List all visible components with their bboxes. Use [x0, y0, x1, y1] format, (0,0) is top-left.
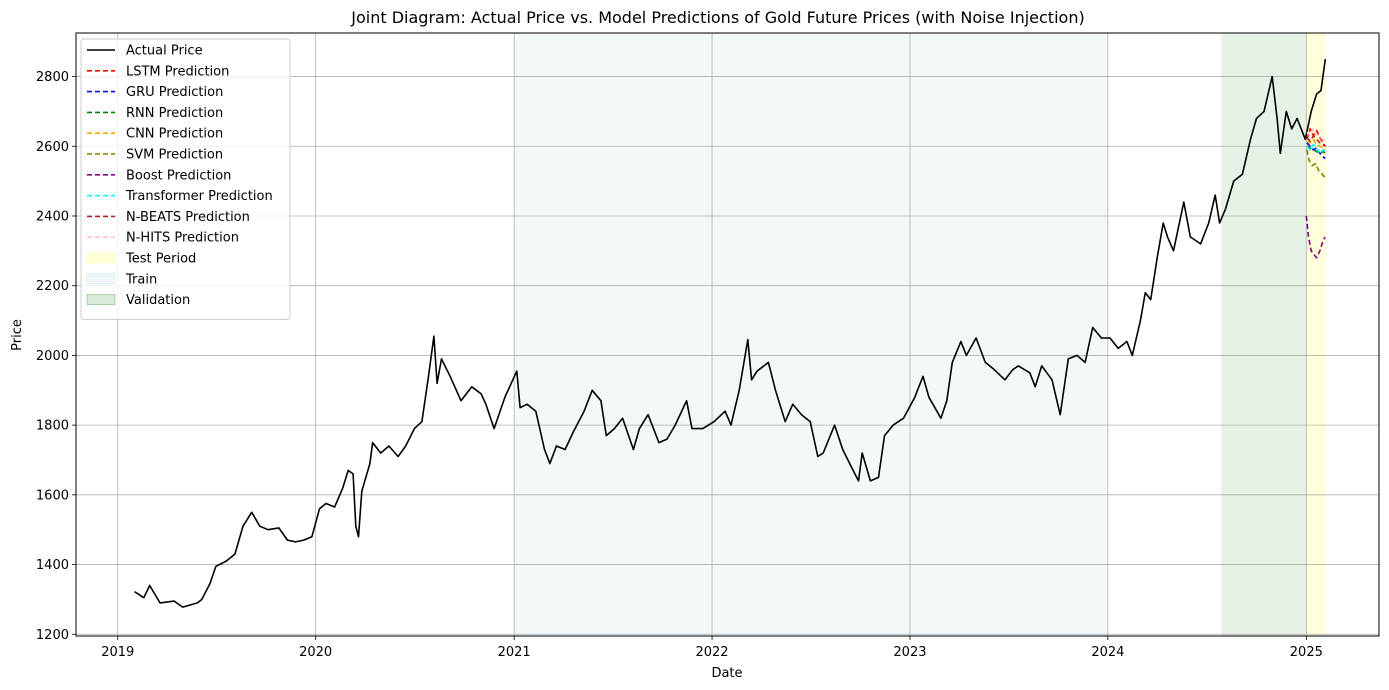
legend-label: GRU Prediction	[126, 85, 223, 100]
legend-item-lstm-prediction: LSTM Prediction	[87, 64, 229, 79]
x-tick-label: 2023	[893, 645, 926, 660]
legend-item-actual-price: Actual Price	[87, 44, 203, 59]
legend-item-boost-prediction: Boost Prediction	[87, 168, 231, 183]
y-axis-ticks: 1200 1400 1600 1800 2000 2200 2400 2600 2800	[36, 70, 76, 643]
legend: Actual Price LSTM Prediction GRU Predictio…	[80, 38, 291, 320]
x-tick-label: 2021	[498, 645, 531, 660]
legend-label: Test Period	[125, 252, 196, 267]
legend-label: Train	[125, 272, 157, 287]
y-tick-label: 1600	[36, 488, 69, 503]
region-train	[514, 33, 1108, 636]
legend-item-test-period: Test Period	[86, 252, 196, 267]
chart-title: Joint Diagram: Actual Price vs. Model Pr…	[350, 8, 1084, 27]
series-n-hits-prediction	[1306, 128, 1326, 142]
legend-swatch	[86, 252, 116, 264]
region-test-period	[1306, 33, 1326, 636]
legend-item-train: Train	[86, 272, 157, 287]
series-layer	[134, 58, 1327, 608]
legend-label: Validation	[126, 293, 190, 308]
legend-label: Boost Prediction	[126, 168, 231, 183]
legend-swatch	[86, 273, 116, 285]
y-tick-label: 1400	[36, 558, 69, 573]
x-axis-title: Date	[711, 666, 742, 681]
y-tick-label: 2400	[36, 209, 69, 224]
legend-label: Transformer Prediction	[125, 189, 273, 204]
legend-item-validation: Validation	[86, 293, 190, 308]
series-boost-prediction	[1305, 215, 1326, 259]
legend-label: LSTM Prediction	[126, 64, 229, 79]
legend-label: SVM Prediction	[126, 148, 223, 163]
region-layer	[514, 33, 1326, 636]
legend-item-n-hits-prediction: N-HITS Prediction	[87, 231, 239, 246]
series-cnn-prediction	[1306, 138, 1326, 151]
y-axis-title: Price	[10, 319, 25, 351]
x-tick-label: 2019	[101, 645, 134, 660]
legend-item-svm-prediction: SVM Prediction	[87, 148, 223, 163]
series-transformer-prediction	[1306, 143, 1326, 155]
series-lstm-prediction	[1306, 128, 1326, 147]
legend-label: RNN Prediction	[126, 106, 223, 121]
legend-label: Actual Price	[126, 44, 203, 59]
legend-item-rnn-prediction: RNN Prediction	[87, 106, 223, 121]
legend-label: CNN Prediction	[126, 127, 223, 142]
legend-item-gru-prediction: GRU Prediction	[87, 85, 223, 100]
y-tick-label: 2000	[36, 349, 69, 364]
y-tick-label: 2600	[36, 140, 69, 155]
series-actual-price	[134, 58, 1327, 608]
plot-frame	[75, 32, 1380, 637]
x-tick-label: 2025	[1290, 645, 1323, 660]
legend-swatch	[86, 294, 116, 306]
legend-label: N-BEATS Prediction	[126, 210, 250, 225]
grid-layer	[76, 33, 1379, 636]
series-gru-prediction	[1306, 142, 1326, 160]
legend-item-n-beats-prediction: N-BEATS Prediction	[87, 210, 250, 225]
x-axis-ticks: 2019 2020 2021 2022 2023 2024 2025	[101, 636, 1323, 660]
series-rnn-prediction	[1306, 145, 1326, 155]
x-tick-label: 2024	[1091, 645, 1124, 660]
y-tick-label: 2800	[36, 70, 69, 85]
series-svm-prediction	[1306, 149, 1326, 179]
y-tick-label: 1800	[36, 419, 69, 434]
legend-label: N-HITS Prediction	[126, 231, 239, 246]
legend-item-transformer-prediction: Transformer Prediction	[87, 189, 273, 204]
legend-box	[80, 38, 291, 320]
y-tick-label: 1200	[36, 628, 69, 643]
y-tick-label: 2200	[36, 279, 69, 294]
x-tick-label: 2022	[695, 645, 728, 660]
series-n-beats-prediction	[1306, 135, 1326, 147]
x-tick-label: 2020	[299, 645, 332, 660]
region-validation	[1221, 33, 1307, 636]
legend-item-cnn-prediction: CNN Prediction	[87, 127, 223, 142]
